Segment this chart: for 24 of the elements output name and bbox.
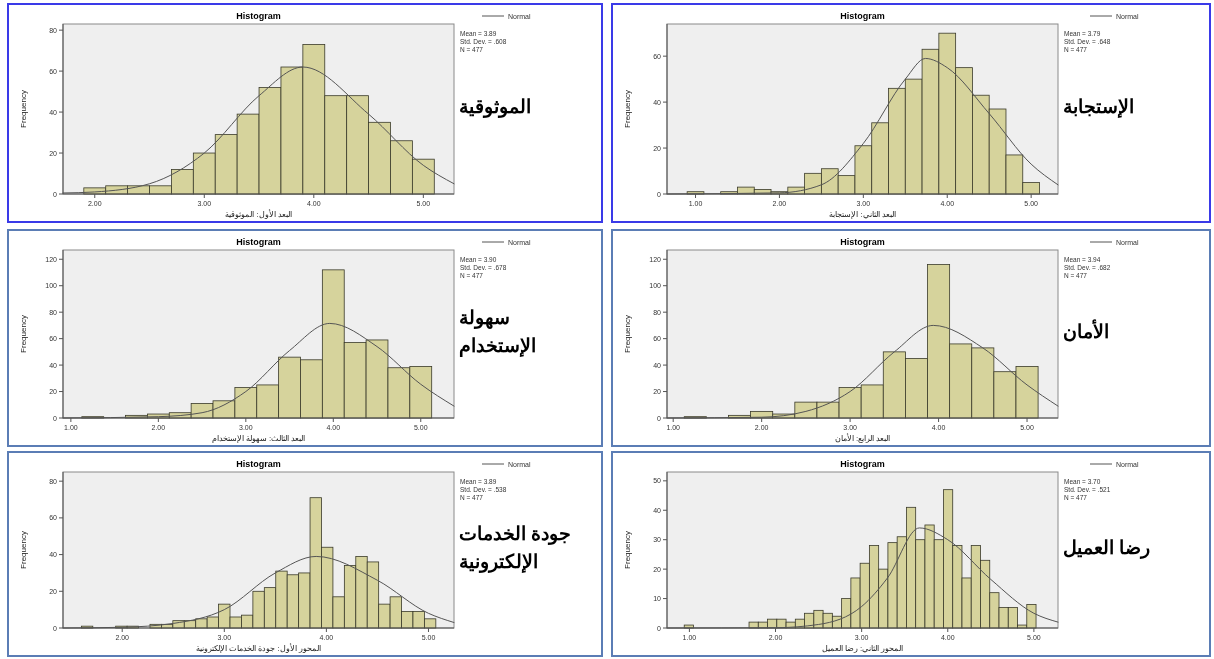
x-axis-title: المحور الأول: جودة الخدمات الإلكترونية [195, 643, 322, 653]
x-axis-title: البعد الأول: الموثوقية [225, 209, 292, 219]
y-axis-title: Frequency [19, 90, 28, 128]
text: جودة الخدمات الإلكترونية [459, 523, 572, 574]
x-axis-title: البعد الثالث: سهولة الإستخدام [211, 434, 306, 443]
y-axis-title: Frequency [623, 315, 632, 353]
chart-title: Histogram [840, 459, 885, 469]
chart-title: Histogram [236, 459, 281, 469]
chart-title: Histogram [236, 237, 281, 247]
x-axis-title: البعد الثاني: الإستجابة [829, 210, 896, 219]
text: رضا العميل [1063, 537, 1151, 559]
text: الموثوقية [459, 96, 531, 118]
chart-title: Histogram [236, 11, 281, 21]
chart-title: Histogram [840, 11, 885, 21]
y-axis-title: Frequency [623, 90, 632, 128]
chart-title: Histogram [840, 237, 885, 247]
text: الأمان [1063, 319, 1109, 342]
text: الإستجابة [1063, 96, 1134, 119]
y-axis-title: Frequency [19, 531, 28, 569]
y-axis-title: Frequency [19, 315, 28, 353]
x-axis-title: البعد الرابع: الأمان [834, 433, 891, 443]
text: سهولة الإستخدام [459, 307, 536, 358]
x-axis-title: المحور الثاني: رضا العميل [821, 644, 904, 653]
y-axis-title: Frequency [623, 531, 632, 569]
